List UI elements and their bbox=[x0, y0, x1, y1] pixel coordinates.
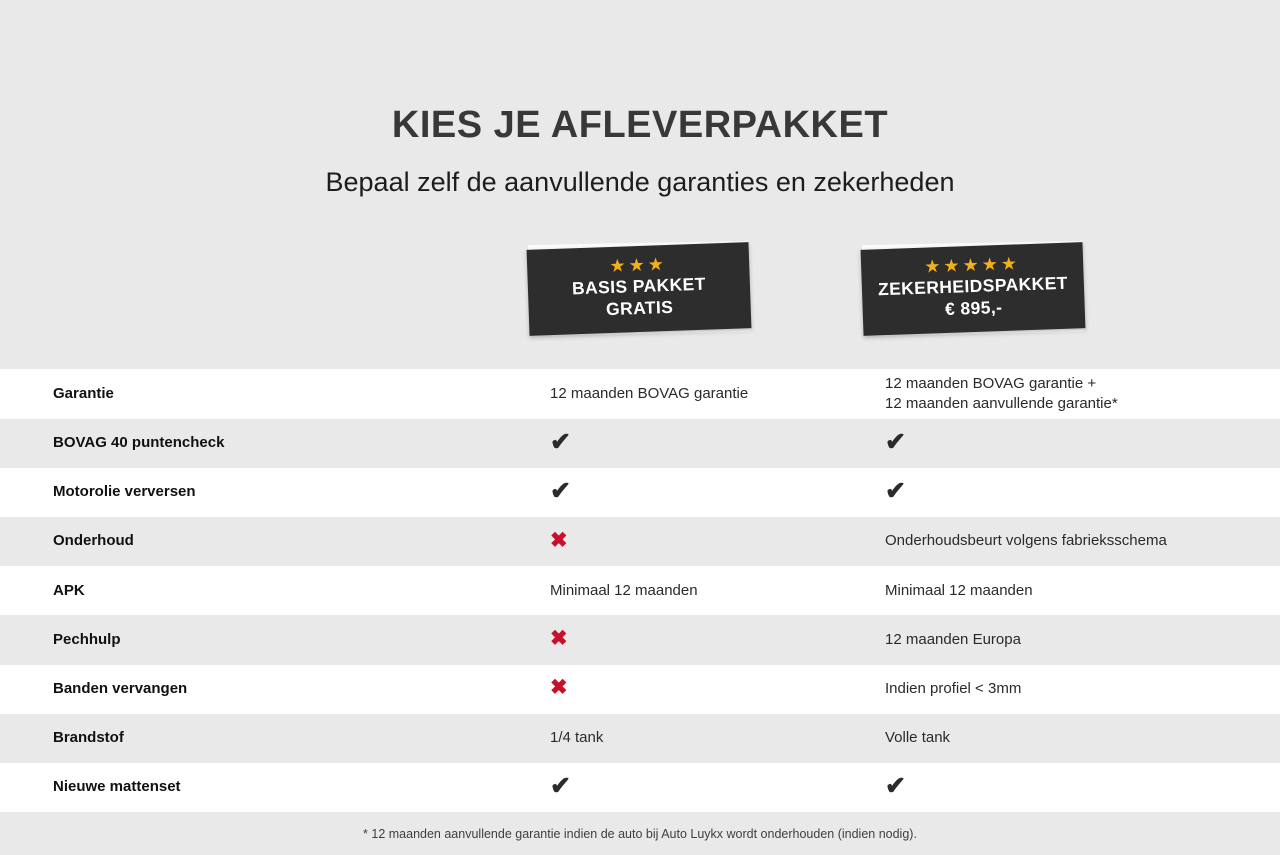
badge-face: ★★★ BASIS PAKKET GRATIS bbox=[526, 242, 752, 336]
table-row: Banden vervangen ✖ Indien profiel < 3mm bbox=[0, 664, 1280, 714]
basis-pakket-cell: ✔ bbox=[550, 774, 885, 800]
basis-pakket-cell: ✖ bbox=[550, 677, 885, 700]
footnote-bar: * 12 maanden aanvullende garantie indien… bbox=[0, 812, 1280, 855]
zekerheids-pakket-cell: ✔ bbox=[885, 479, 1280, 505]
table-row: Onderhoud ✖ Onderhoudsbeurt volgens fabr… bbox=[0, 516, 1280, 567]
basis-pakket-cell: 1/4 tank bbox=[550, 728, 885, 748]
page-title: KIES JE AFLEVERPAKKET bbox=[391, 104, 889, 146]
star-icon: ★ bbox=[628, 255, 649, 276]
row-label: Banden vervangen bbox=[53, 679, 188, 697]
cross-icon: ✖ bbox=[550, 627, 568, 651]
star-icon: ★ bbox=[962, 255, 983, 276]
check-icon: ✔ bbox=[885, 772, 906, 801]
check-icon: ✔ bbox=[550, 772, 571, 801]
table-row: Garantie 12 maanden BOVAG garantie 12 ma… bbox=[0, 369, 1280, 419]
zekerheids-pakket-cell: Minimaal 12 maanden bbox=[885, 581, 1280, 601]
row-label: Garantie bbox=[53, 384, 114, 402]
row-label: Motorolie verversen bbox=[53, 483, 196, 501]
basis-pakket-cell: Minimaal 12 maanden bbox=[550, 581, 885, 601]
row-label: Brandstof bbox=[53, 729, 124, 747]
cell-text: 1/4 tank bbox=[550, 729, 604, 747]
cell-text: 12 maanden BOVAG garantie bbox=[550, 384, 749, 402]
cell-text: 12 maanden aanvullende garantie* bbox=[885, 394, 1118, 412]
footnote-text: * 12 maanden aanvullende garantie indien… bbox=[363, 826, 917, 841]
star-icon: ★ bbox=[1000, 253, 1021, 275]
cross-icon: ✖ bbox=[550, 676, 568, 700]
row-label: Nieuwe mattenset bbox=[53, 778, 181, 796]
check-icon: ✔ bbox=[550, 428, 571, 457]
basis-pakket-cell: ✔ bbox=[550, 430, 885, 456]
star-icon: ★ bbox=[943, 255, 963, 277]
comparison-table: Garantie 12 maanden BOVAG garantie 12 ma… bbox=[0, 369, 1280, 813]
check-icon: ✔ bbox=[885, 428, 906, 457]
basis-pakket-cell: ✔ bbox=[550, 479, 885, 505]
table-row: Nieuwe mattenset ✔ ✔ bbox=[0, 762, 1280, 813]
row-label: Pechhulp bbox=[53, 630, 121, 648]
cell-text: 12 maanden Europa bbox=[885, 630, 1021, 648]
badge-face: ★★★★★ ZEKERHEIDSPAKKET € 895,- bbox=[860, 242, 1086, 336]
star-icon: ★ bbox=[981, 254, 1002, 276]
cell-text: 12 maanden BOVAG garantie + bbox=[885, 374, 1097, 392]
zekerheids-pakket-cell: 12 maanden Europa bbox=[885, 630, 1280, 650]
package-badge-zekerheid[interactable]: ★★★★★ ZEKERHEIDSPAKKET € 895,- bbox=[860, 241, 1086, 337]
zekerheids-pakket-cell: Volle tank bbox=[885, 728, 1280, 748]
cell-text: Onderhoudsbeurt volgens fabrieksschema bbox=[885, 532, 1167, 550]
page-header: KIES JE AFLEVERPAKKET Bepaal zelf de aan… bbox=[0, 0, 1280, 198]
table-row: Brandstof 1/4 tank Volle tank bbox=[0, 713, 1280, 763]
cell-text: Minimaal 12 maanden bbox=[550, 581, 698, 599]
row-label: Onderhoud bbox=[53, 532, 134, 550]
table-row: Motorolie verversen ✔ ✔ bbox=[0, 467, 1280, 517]
zekerheids-pakket-cell: ✔ bbox=[885, 774, 1280, 800]
table-row: BOVAG 40 puntencheck ✔ ✔ bbox=[0, 418, 1280, 468]
star-icon: ★ bbox=[647, 254, 668, 276]
check-icon: ✔ bbox=[885, 477, 906, 506]
star-icon: ★ bbox=[923, 256, 944, 278]
row-label: BOVAG 40 puntencheck bbox=[53, 434, 225, 452]
cell-text: Minimaal 12 maanden bbox=[885, 581, 1033, 599]
basis-pakket-cell: 12 maanden BOVAG garantie bbox=[550, 384, 885, 404]
row-label: APK bbox=[53, 581, 85, 599]
zekerheids-pakket-cell: ✔ bbox=[885, 430, 1280, 456]
cross-icon: ✖ bbox=[550, 528, 568, 552]
table-row: APK Minimaal 12 maanden Minimaal 12 maan… bbox=[0, 566, 1280, 616]
check-icon: ✔ bbox=[550, 477, 571, 506]
star-icon: ★ bbox=[609, 255, 629, 277]
cell-text: Indien profiel < 3mm bbox=[885, 679, 1022, 697]
cell-text: Volle tank bbox=[885, 729, 951, 747]
zekerheids-pakket-cell: 12 maanden BOVAG garantie + 12 maanden aa… bbox=[885, 374, 1280, 415]
page-subtitle: Bepaal zelf de aanvullende garanties en … bbox=[325, 167, 955, 197]
zekerheids-pakket-cell: Indien profiel < 3mm bbox=[885, 679, 1280, 699]
basis-pakket-cell: ✖ bbox=[550, 628, 885, 651]
zekerheids-pakket-cell: Onderhoudsbeurt volgens fabrieksschema bbox=[885, 531, 1280, 551]
package-badges: ★★★ BASIS PAKKET GRATIS ★★★★★ ZEKERHEIDS… bbox=[0, 198, 1280, 369]
package-badge-basis[interactable]: ★★★ BASIS PAKKET GRATIS bbox=[526, 241, 752, 337]
table-row: Pechhulp ✖ 12 maanden Europa bbox=[0, 615, 1280, 665]
basis-pakket-cell: ✖ bbox=[550, 530, 885, 553]
